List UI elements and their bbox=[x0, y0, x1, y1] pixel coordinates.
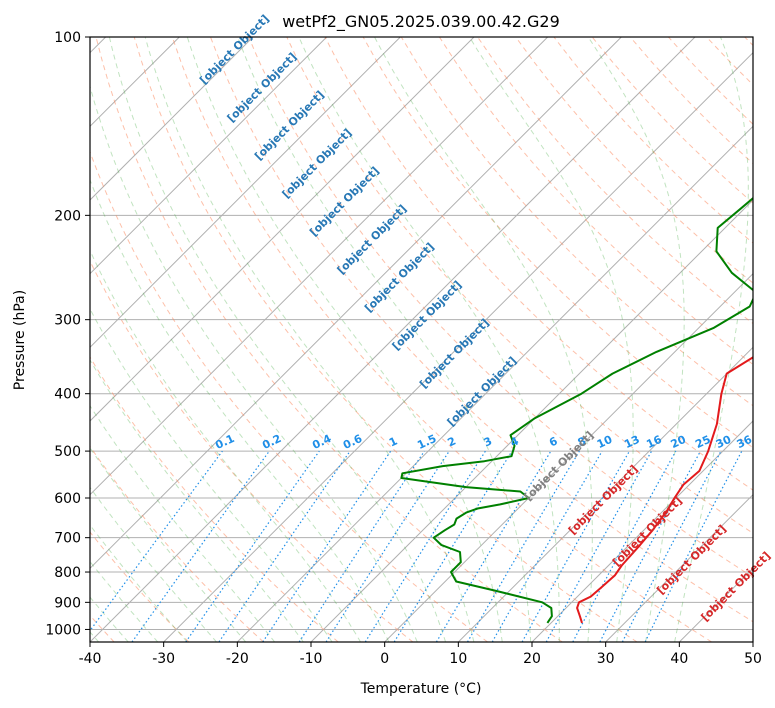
isotherm-line bbox=[531, 420, 753, 642]
y-tick-label: 500 bbox=[54, 444, 81, 460]
dewpoint-profile-line bbox=[400, 196, 753, 624]
mixing-ratio-line bbox=[644, 450, 743, 642]
moist-adiabat-line bbox=[90, 84, 418, 642]
moist-adiabat-line bbox=[90, 358, 304, 642]
moist-adiabat-line bbox=[587, 37, 685, 642]
grid-layer bbox=[0, 37, 753, 642]
mixing-ratio-label: 25 bbox=[693, 433, 712, 451]
y-tick-label: 900 bbox=[54, 595, 81, 611]
isotherm-line bbox=[90, 37, 254, 201]
x-tick-label: 50 bbox=[744, 651, 762, 667]
moist-adiabat-line bbox=[90, 596, 129, 642]
x-tick-label: -30 bbox=[152, 651, 175, 667]
dry-adiabat-line bbox=[210, 37, 753, 623]
temperature-profile-line bbox=[576, 356, 753, 624]
mixing-ratio-line bbox=[393, 450, 513, 642]
y-axis-label: Pressure (hPa) bbox=[12, 290, 28, 390]
y-tick-label: 100 bbox=[54, 30, 81, 46]
isotherm-line bbox=[605, 493, 753, 642]
x-tick-label: -40 bbox=[79, 651, 102, 667]
y-tick-label: 400 bbox=[54, 387, 81, 403]
chart-title: wetPf2_GN05.2025.039.00.42.G29 bbox=[282, 12, 560, 32]
moist-adiabat-line bbox=[90, 404, 275, 642]
dry-adiabat-line bbox=[90, 150, 488, 642]
y-tick-label: 1000 bbox=[45, 622, 81, 638]
mixing-ratio-line bbox=[262, 450, 392, 642]
mixing-ratio-line bbox=[131, 450, 270, 642]
mixing-ratio-line bbox=[325, 450, 450, 642]
x-tick-label: 10 bbox=[449, 651, 467, 667]
moist-adiabat-line bbox=[90, 486, 217, 642]
moist-adiabat-line bbox=[90, 447, 247, 642]
moist-adiabat-line bbox=[374, 37, 593, 642]
mixing-ratio-line bbox=[298, 450, 425, 642]
mixing-ratio-line bbox=[90, 450, 223, 632]
isotherm-line bbox=[163, 51, 753, 642]
y-tick-label: 200 bbox=[54, 208, 81, 224]
x-axis-label: Temperature (°C) bbox=[360, 681, 482, 697]
mixing-ratio-label: 20 bbox=[669, 433, 689, 451]
isotherm-line bbox=[90, 37, 622, 570]
x-tick-label: 30 bbox=[597, 651, 615, 667]
mixing-ratio-label: 13 bbox=[622, 433, 641, 451]
isotherm-line bbox=[457, 346, 753, 642]
dry-adiabat-line bbox=[171, 37, 712, 642]
mixing-ratio-label: 36 bbox=[735, 433, 755, 451]
mixing-ratio-label: 10 bbox=[595, 433, 615, 451]
x-tick-label: 40 bbox=[670, 651, 688, 667]
moist-adiabat-line bbox=[237, 37, 532, 642]
y-tick-label: 300 bbox=[54, 313, 81, 329]
x-tick-label: -10 bbox=[300, 651, 323, 667]
isotherm-line bbox=[90, 37, 475, 422]
moist-adiabat-line bbox=[144, 37, 475, 642]
isotherm-line bbox=[90, 37, 696, 642]
dry-adiabat-line bbox=[133, 37, 638, 642]
mixing-ratio-line bbox=[185, 450, 320, 642]
dry-adiabat-line bbox=[400, 37, 753, 407]
ticks-layer: -40 -30 -20 -10 0 10 20 30 40 50 1000 900 800 700 600 5… bbox=[45, 30, 762, 667]
y-tick-label: 800 bbox=[54, 565, 81, 581]
moist-adiabat-line bbox=[108, 37, 446, 642]
mixing-ratio-label: 16 bbox=[644, 433, 664, 451]
isotherm-line bbox=[236, 125, 753, 642]
moist-adiabat-line bbox=[90, 249, 362, 642]
series-layer bbox=[400, 196, 753, 624]
moist-adiabat-line bbox=[90, 560, 159, 642]
y-tick-label: 600 bbox=[54, 491, 81, 507]
plot-frame bbox=[89, 36, 754, 643]
dry-adiabat-line bbox=[95, 37, 563, 642]
x-tick-label: 0 bbox=[380, 651, 389, 667]
y-tick-label: 700 bbox=[54, 531, 81, 547]
moist-adiabat-line bbox=[298, 37, 560, 642]
moist-adiabat-line bbox=[90, 178, 390, 642]
x-tick-label: 20 bbox=[523, 651, 541, 667]
dry-adiabat-line bbox=[515, 37, 753, 284]
moist-adiabat-line bbox=[90, 524, 188, 642]
isotherm-line bbox=[90, 37, 328, 275]
mixing-ratio-line bbox=[521, 450, 631, 642]
mixing-ratio-line bbox=[572, 450, 677, 642]
dry-adiabat-line bbox=[90, 356, 339, 642]
dry-adiabat-line bbox=[90, 531, 190, 642]
moist-adiabat-line bbox=[186, 37, 503, 642]
dry-adiabat-line bbox=[286, 37, 753, 534]
mixing-ratio-line bbox=[218, 450, 351, 642]
moist-adiabat-line bbox=[0, 37, 69, 642]
mixing-ratio-label: 30 bbox=[714, 433, 734, 451]
dry-adiabat-line bbox=[90, 445, 264, 642]
dry-adiabat-line bbox=[90, 259, 414, 642]
mixing-ratio-line bbox=[545, 450, 653, 642]
isotherm-line bbox=[90, 37, 549, 496]
x-tick-label: -20 bbox=[226, 651, 249, 667]
dry-adiabat-line bbox=[248, 37, 753, 578]
dry-adiabat-line bbox=[438, 37, 753, 366]
isotherm-line bbox=[90, 37, 401, 349]
